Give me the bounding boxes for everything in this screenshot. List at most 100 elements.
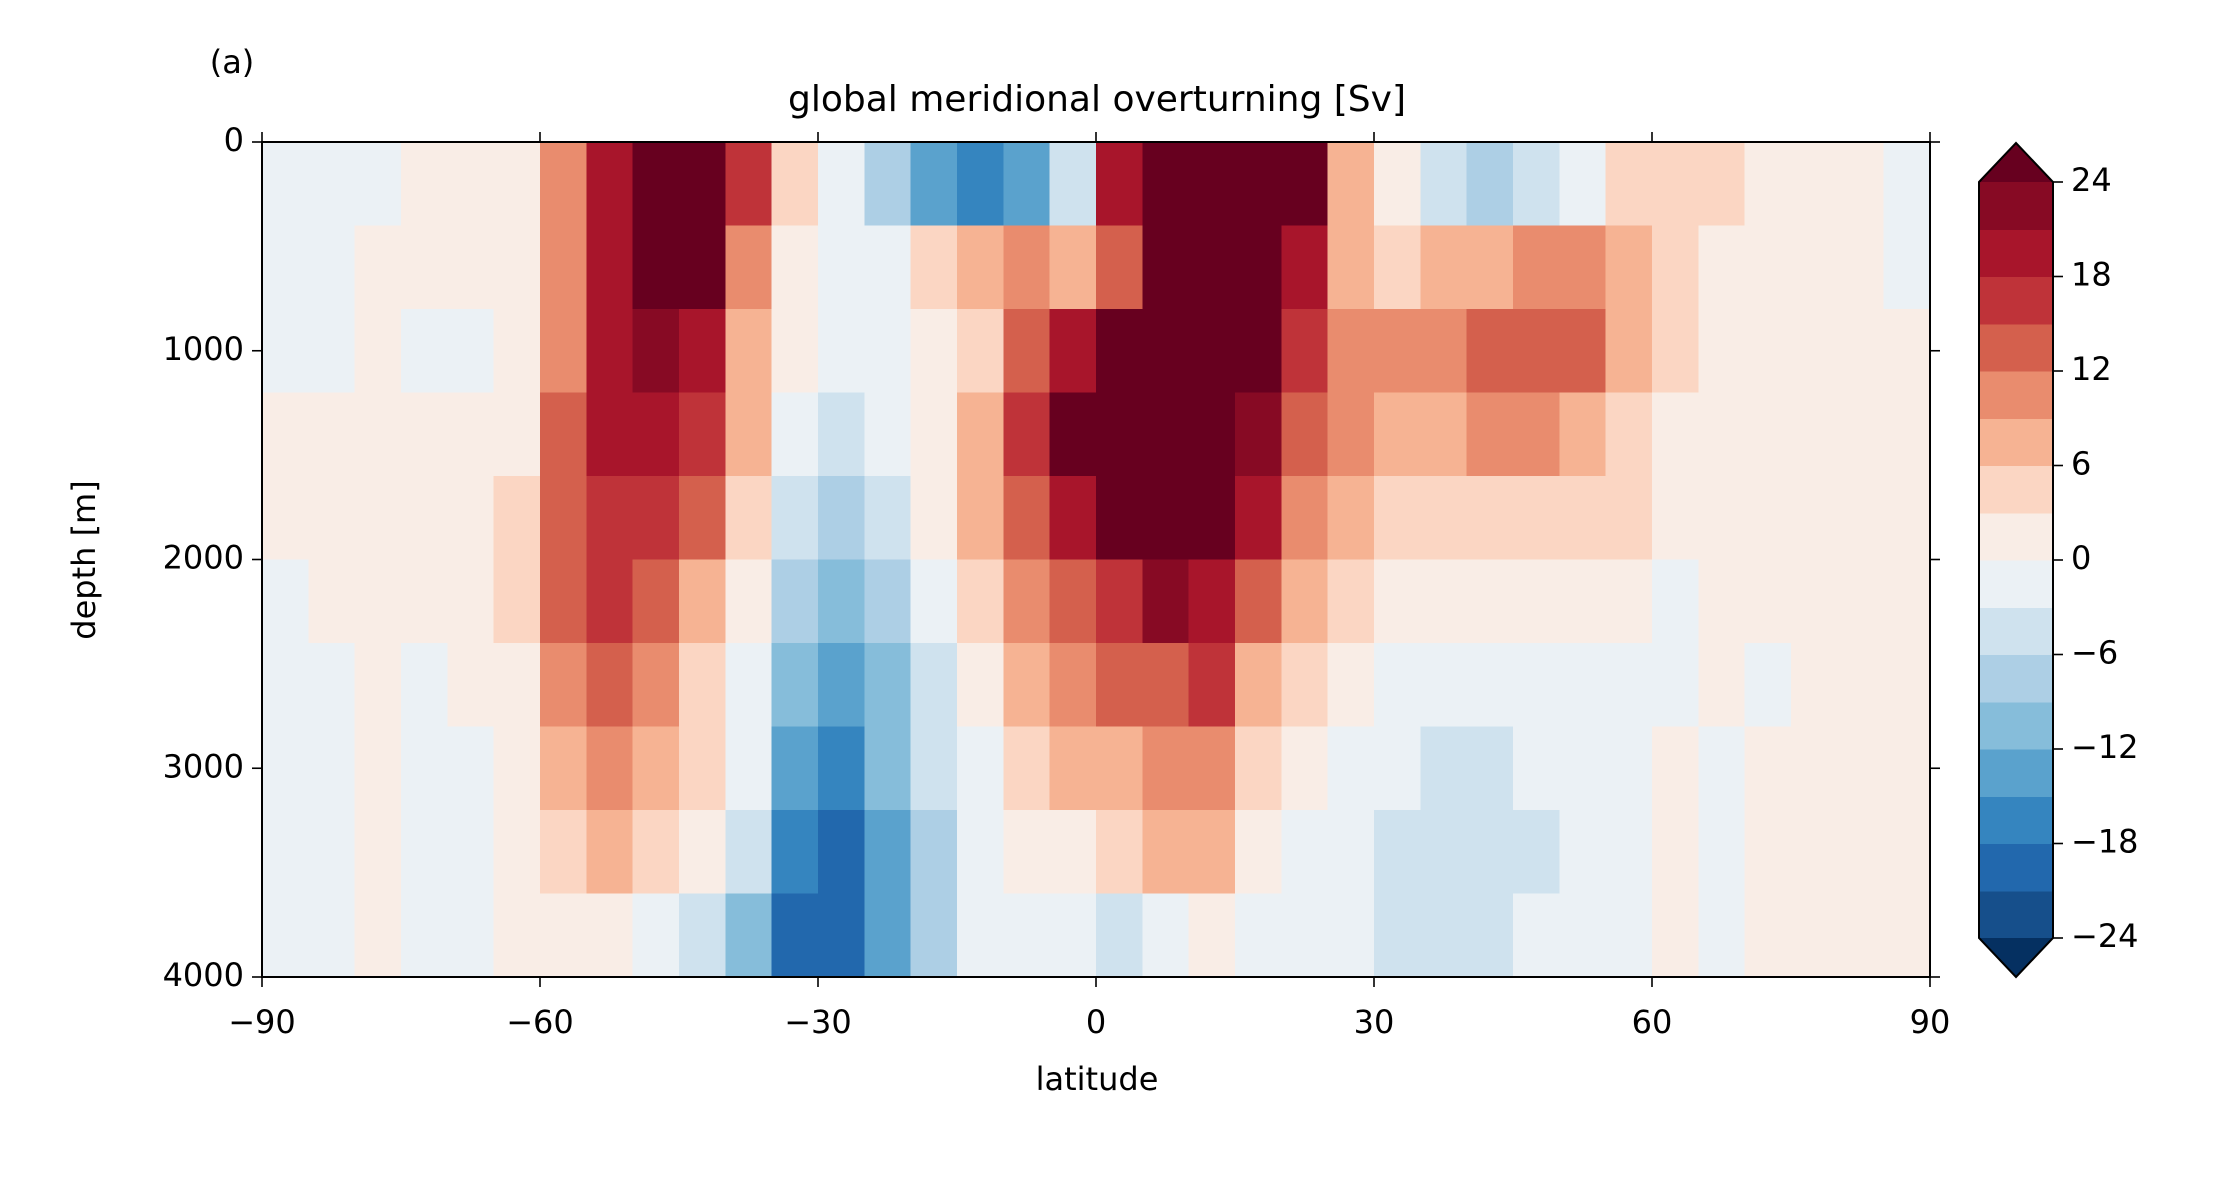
cell xyxy=(354,726,402,811)
y-tick-label: 3000 xyxy=(163,747,244,785)
chart-title: global meridional overturning [Sv] xyxy=(788,79,1406,120)
cell xyxy=(1096,476,1143,561)
cell xyxy=(1513,142,1560,227)
cell xyxy=(1837,810,1885,895)
cell xyxy=(1837,559,1885,644)
cell xyxy=(864,810,912,895)
cell xyxy=(1096,893,1143,978)
cell xyxy=(354,225,402,310)
cell xyxy=(771,643,819,728)
cell xyxy=(1791,225,1838,310)
cell xyxy=(401,810,448,895)
cell xyxy=(540,392,587,477)
cell xyxy=(1698,225,1746,310)
cell xyxy=(493,643,541,728)
cell xyxy=(1744,225,1792,310)
cell xyxy=(1142,476,1190,561)
cell xyxy=(1837,726,1885,811)
cell xyxy=(1420,726,1468,811)
cell xyxy=(1883,392,1931,477)
cell xyxy=(679,559,726,644)
cell xyxy=(540,643,587,728)
cell xyxy=(1698,810,1746,895)
cell xyxy=(1003,810,1051,895)
cell xyxy=(1327,810,1375,895)
panel-label: (a) xyxy=(210,43,255,81)
cell xyxy=(1003,142,1051,227)
cell xyxy=(401,559,448,644)
cell xyxy=(1142,559,1190,644)
cell xyxy=(1466,392,1514,477)
cell xyxy=(910,726,958,811)
cell xyxy=(1652,726,1699,811)
x-tick-label: 60 xyxy=(1632,1003,1673,1041)
cell xyxy=(771,309,819,394)
cell xyxy=(1605,726,1653,811)
cell xyxy=(679,726,726,811)
cell xyxy=(1281,142,1329,227)
cell xyxy=(818,810,865,895)
colorbar-extend-under xyxy=(1979,938,2053,977)
cell xyxy=(493,392,541,477)
cell xyxy=(1883,643,1931,728)
cell xyxy=(493,810,541,895)
colorbar-tick-label: −12 xyxy=(2071,728,2139,766)
cell xyxy=(1513,643,1560,728)
cell xyxy=(1327,643,1375,728)
cell xyxy=(1744,726,1792,811)
cell xyxy=(864,309,912,394)
cell xyxy=(262,392,309,477)
cell xyxy=(1235,392,1282,477)
cell xyxy=(308,476,356,561)
cell xyxy=(1652,476,1699,561)
cell xyxy=(540,225,587,310)
cell xyxy=(1374,559,1421,644)
x-tick-label: −30 xyxy=(784,1003,852,1041)
cell xyxy=(1652,643,1699,728)
cell xyxy=(679,392,726,477)
cell xyxy=(1049,392,1097,477)
cell xyxy=(1188,810,1236,895)
cell xyxy=(1883,810,1931,895)
cell xyxy=(1883,142,1931,227)
cell xyxy=(679,810,726,895)
colorbar-segment xyxy=(1979,512,2053,561)
cell xyxy=(1837,309,1885,394)
colorbar-segment xyxy=(1979,654,2053,703)
cell xyxy=(679,225,726,310)
cell xyxy=(864,392,912,477)
cell xyxy=(401,225,448,310)
colorbar-segment xyxy=(1979,371,2053,419)
cell xyxy=(447,142,495,227)
cell xyxy=(1003,643,1051,728)
cell xyxy=(864,643,912,728)
cell xyxy=(1142,726,1190,811)
cell xyxy=(1049,476,1097,561)
cell xyxy=(1513,392,1560,477)
cell xyxy=(262,142,309,227)
cell xyxy=(1281,309,1329,394)
colorbar-segment xyxy=(1979,607,2053,655)
cell xyxy=(864,142,912,227)
cell xyxy=(1420,893,1468,978)
cell xyxy=(1605,810,1653,895)
cell xyxy=(1188,643,1236,728)
cell xyxy=(1420,643,1468,728)
cell xyxy=(1420,225,1468,310)
cell xyxy=(1652,893,1699,978)
cell xyxy=(1188,309,1236,394)
cell xyxy=(1374,142,1421,227)
cell xyxy=(1420,392,1468,477)
cell xyxy=(1605,476,1653,561)
cell xyxy=(262,643,309,728)
cell xyxy=(679,893,726,978)
cell xyxy=(1791,643,1838,728)
colorbar-segment xyxy=(1979,796,2053,844)
cell xyxy=(1420,309,1468,394)
cell xyxy=(1281,392,1329,477)
cell xyxy=(910,893,958,978)
cell xyxy=(262,893,309,978)
colorbar-tick-label: −6 xyxy=(2071,634,2118,672)
cell xyxy=(1883,893,1931,978)
x-tick-label: 0 xyxy=(1086,1003,1106,1041)
